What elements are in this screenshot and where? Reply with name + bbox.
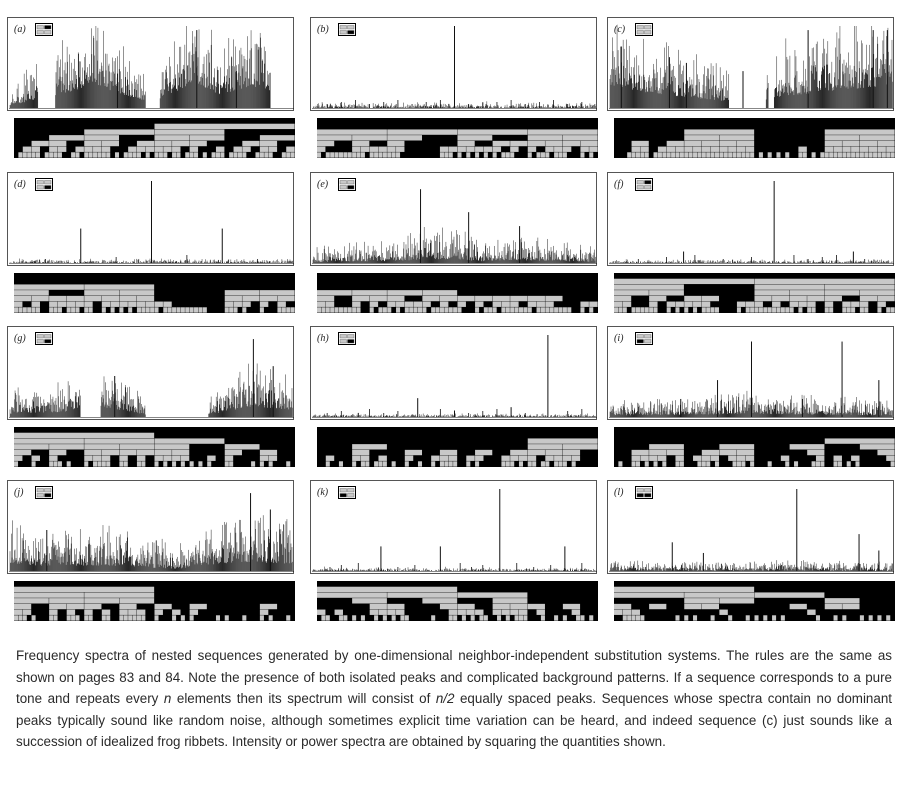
white-rule-icon [35, 23, 53, 36]
white-rule-icon [338, 486, 356, 499]
spectrum-background-bars [312, 227, 596, 263]
caption-text-2: elements then its spectrum will consist … [171, 691, 436, 706]
caption-var-n-half: n/2 [435, 691, 455, 706]
spectrum-background-bars [609, 26, 893, 108]
spectrum-background-bars [609, 390, 893, 417]
spectrum-plot-a: (a) [7, 17, 294, 111]
spectrum-background-bars [609, 259, 893, 263]
figure-caption: Frequency spectra of nested sequences ge… [16, 645, 892, 753]
spectrum-background-bars [609, 560, 893, 571]
panel-label: (h) [317, 333, 329, 344]
spectrum-background-bars [9, 258, 293, 263]
panel-label: (b) [317, 24, 329, 35]
white-rule-icon [635, 332, 653, 345]
spectrum-plot-e: (e) [310, 172, 597, 266]
spectrum-plot-c: (c) [607, 17, 894, 111]
nested-sequence-pattern-c [614, 118, 895, 158]
spectrum-plot-d: (d) [7, 172, 294, 266]
spectrum-background-bars [312, 566, 596, 571]
nested-sequence-pattern-b [317, 118, 598, 158]
caption-text-3: equally spaced peaks. Sequences whose sp… [16, 691, 892, 749]
spectrum-background-bars [9, 26, 271, 108]
white-rule-icon [35, 486, 53, 499]
white-rule-icon [635, 23, 653, 36]
white-rule-icon [338, 178, 356, 191]
caption-text-1: Frequency spectra of nested sequences ge… [16, 648, 892, 706]
panel-label: (l) [614, 487, 624, 498]
panel-label: (i) [614, 333, 624, 344]
panel-label: (c) [614, 24, 626, 35]
nested-sequence-pattern-j [14, 581, 295, 621]
spectrum-plot-g: (g) [7, 326, 294, 420]
spectrum-plot-l: (l) [607, 480, 894, 574]
white-rule-icon [635, 178, 653, 191]
panel-label: (e) [317, 179, 329, 190]
panel-label: (k) [317, 487, 329, 498]
nested-sequence-pattern-l [614, 581, 895, 621]
caption-var-n: n [163, 691, 172, 706]
nested-sequence-pattern-d [14, 273, 295, 313]
spectrum-plot-b: (b) [310, 17, 597, 111]
spectrum-plot-k: (k) [310, 480, 597, 574]
nested-sequence-pattern-i [614, 427, 895, 467]
spectrum-background-bars [9, 515, 293, 571]
nested-sequence-pattern-f [614, 273, 895, 313]
panel-label: (a) [14, 24, 26, 35]
nested-sequence-pattern-k [317, 581, 598, 621]
nested-sequence-pattern-e [317, 273, 598, 313]
spectrum-plot-j: (j) [7, 480, 294, 574]
panel-label: (f) [614, 179, 624, 190]
nested-sequence-pattern-h [317, 427, 598, 467]
figure-grid: (a) (b) (c) (d) (e) (f) (g) (h) (i) (j) (k) (l) [7, 17, 895, 621]
spectrum-plot-h: (h) [310, 326, 597, 420]
spectrum-plot-f: (f) [607, 172, 894, 266]
nested-sequence-pattern-g [14, 427, 295, 467]
nested-sequence-pattern-a [14, 118, 295, 158]
panel-label: (g) [14, 333, 26, 344]
panel-label: (j) [14, 487, 24, 498]
white-rule-icon [35, 178, 53, 191]
panel-label: (d) [14, 179, 26, 190]
white-rule-icon [35, 332, 53, 345]
white-rule-icon [635, 486, 653, 499]
spectrum-plot-i: (i) [607, 326, 894, 420]
white-rule-icon [338, 23, 356, 36]
spectrum-background-bars [9, 363, 293, 417]
white-rule-icon [338, 332, 356, 345]
